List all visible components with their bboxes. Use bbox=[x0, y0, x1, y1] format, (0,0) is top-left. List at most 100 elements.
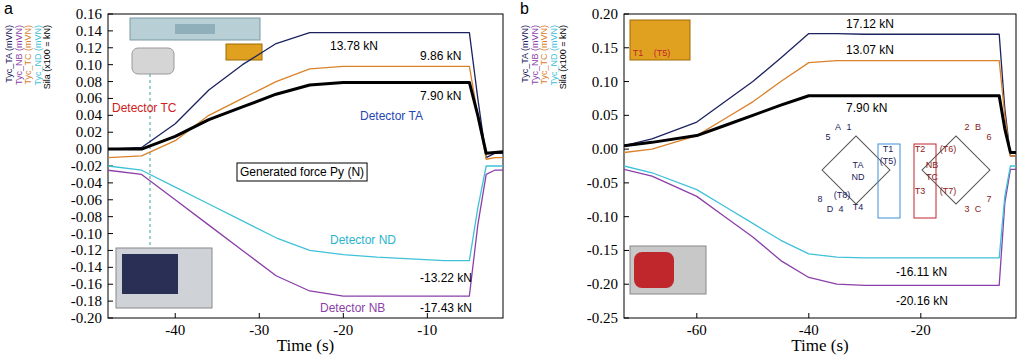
annotation: 13.78 kN bbox=[330, 39, 378, 53]
x-axis-title: Time (s) bbox=[277, 336, 334, 355]
y-tick bbox=[108, 199, 113, 200]
x-tick-label: -20 bbox=[911, 322, 931, 338]
y-tick-label: -0.08 bbox=[71, 209, 102, 225]
annotation: Detector ND bbox=[330, 233, 396, 247]
panel: 0.160.140.120.100.080.060.040.020.00-0.0… bbox=[4, 0, 503, 355]
annotation: Detector TA bbox=[360, 109, 423, 123]
x-axis-title: Time (s) bbox=[791, 336, 848, 355]
gauge-label: (T8) bbox=[834, 190, 851, 200]
x-tick-label: -20 bbox=[333, 322, 353, 338]
specimen-neck bbox=[175, 24, 215, 34]
series-name: Sila (x100 = kN) bbox=[42, 25, 52, 89]
y-tick-label: 0.16 bbox=[76, 6, 103, 22]
x-tick-label: -10 bbox=[417, 322, 437, 338]
y-tick bbox=[624, 182, 629, 183]
gauge-label: 7 bbox=[986, 194, 991, 204]
y-tick-label: -0.10 bbox=[71, 226, 102, 242]
y-tick-label: -0.18 bbox=[71, 293, 102, 309]
annotation: 7.90 kN bbox=[846, 101, 887, 115]
y-tick-label: 0.10 bbox=[592, 74, 618, 90]
y-tick-label: 0.00 bbox=[76, 141, 102, 157]
y-tick-label: 0.00 bbox=[592, 141, 618, 157]
gauge-label: (T6) bbox=[940, 144, 957, 154]
gauge-label: B bbox=[975, 122, 981, 132]
y-tick bbox=[624, 216, 629, 217]
gauge-label: T1 bbox=[883, 144, 894, 154]
x-tick-label: -30 bbox=[249, 322, 269, 338]
y-tick-label: -0.10 bbox=[587, 209, 618, 225]
annotation: 9.86 kN bbox=[420, 49, 461, 63]
series-line bbox=[624, 96, 1016, 153]
y-tick bbox=[108, 284, 113, 285]
gauge-label: C bbox=[975, 204, 982, 214]
annotation: Detector NB bbox=[320, 301, 385, 315]
series-name: Tyc_TA (mVN) bbox=[520, 25, 530, 83]
series-line bbox=[624, 34, 1016, 156]
annotation: -13.22 kN bbox=[420, 271, 472, 285]
series-line bbox=[108, 170, 503, 296]
gauge-label: T2 bbox=[915, 144, 926, 154]
series-name: Tyc_TC (mVN) bbox=[539, 25, 549, 85]
series-name: Tyc_TC (mVN) bbox=[23, 25, 33, 85]
data-logger-photo bbox=[116, 248, 212, 308]
y-tick-label: -0.15 bbox=[587, 242, 618, 258]
y-tick-label: 0.08 bbox=[76, 74, 102, 90]
cylinder-photo bbox=[630, 246, 706, 294]
annotation: 7.90 kN bbox=[420, 89, 461, 103]
lines bbox=[624, 34, 1016, 286]
y-tick-label: -0.20 bbox=[71, 310, 102, 326]
y-tick bbox=[108, 267, 113, 268]
gauge-label: T4 bbox=[853, 202, 864, 212]
y-tick-label: 0.05 bbox=[592, 107, 618, 123]
gauge-label: D bbox=[827, 204, 834, 214]
y-tick bbox=[108, 216, 113, 217]
y-tick bbox=[108, 98, 113, 99]
annotation: 13.07 kN bbox=[846, 43, 894, 57]
gauge-label: (T5) bbox=[654, 48, 671, 58]
y-tick bbox=[108, 47, 113, 48]
strain-gauge-photo bbox=[630, 20, 690, 60]
annotation: 17.12 kN bbox=[846, 17, 894, 31]
gauge-label: 2 bbox=[964, 122, 969, 132]
lines bbox=[108, 33, 503, 296]
series-name: Tyc_TA (mVN) bbox=[4, 25, 14, 83]
y-tick bbox=[624, 14, 629, 15]
x-tick bbox=[920, 313, 921, 318]
panel-letter: a bbox=[4, 0, 13, 17]
series-name: Sila (x100 = kN) bbox=[558, 25, 568, 89]
y-tick-label: 0.06 bbox=[76, 90, 103, 106]
series-line bbox=[108, 82, 503, 153]
gauge-label: TC bbox=[926, 172, 938, 182]
gauge-label: TA bbox=[853, 160, 864, 170]
plot-frame bbox=[624, 14, 1016, 318]
y-tick bbox=[108, 64, 113, 65]
series-line bbox=[624, 169, 1016, 285]
annotation: -16.11 kN bbox=[896, 265, 947, 279]
gauge-label: 5 bbox=[825, 132, 830, 142]
x-tick-label: -40 bbox=[165, 322, 185, 338]
series-name: Tyc_ND (mVN) bbox=[33, 25, 43, 86]
y-tick bbox=[624, 115, 629, 116]
series-line bbox=[108, 66, 503, 159]
gauge-diamond bbox=[922, 136, 990, 204]
series-name: Tyc_NB (mVN) bbox=[530, 25, 540, 85]
y-tick bbox=[624, 318, 629, 319]
gauge-label: 4 bbox=[838, 204, 843, 214]
y-tick-label: 0.14 bbox=[76, 23, 103, 39]
y-tick-label: 0.02 bbox=[76, 124, 102, 140]
gauge-label: (T7) bbox=[940, 186, 957, 196]
annotation-box bbox=[237, 163, 367, 181]
y-tick-label: 0.04 bbox=[76, 107, 103, 123]
panel: 0.200.150.100.050.00-0.05-0.10-0.15-0.20… bbox=[520, 0, 1016, 355]
y-tick bbox=[624, 149, 629, 150]
load-cell-photo bbox=[132, 48, 174, 74]
y-tick bbox=[624, 250, 629, 251]
strain-gauge-photo bbox=[226, 44, 262, 60]
gauge-label: 8 bbox=[817, 194, 822, 204]
y-tick-label: -0.25 bbox=[587, 310, 618, 326]
series-line bbox=[108, 33, 503, 158]
gauge-label: A bbox=[835, 122, 841, 132]
gauge-diamond bbox=[822, 136, 890, 204]
y-tick-label: -0.20 bbox=[587, 276, 618, 292]
y-tick-label: -0.14 bbox=[71, 259, 103, 275]
